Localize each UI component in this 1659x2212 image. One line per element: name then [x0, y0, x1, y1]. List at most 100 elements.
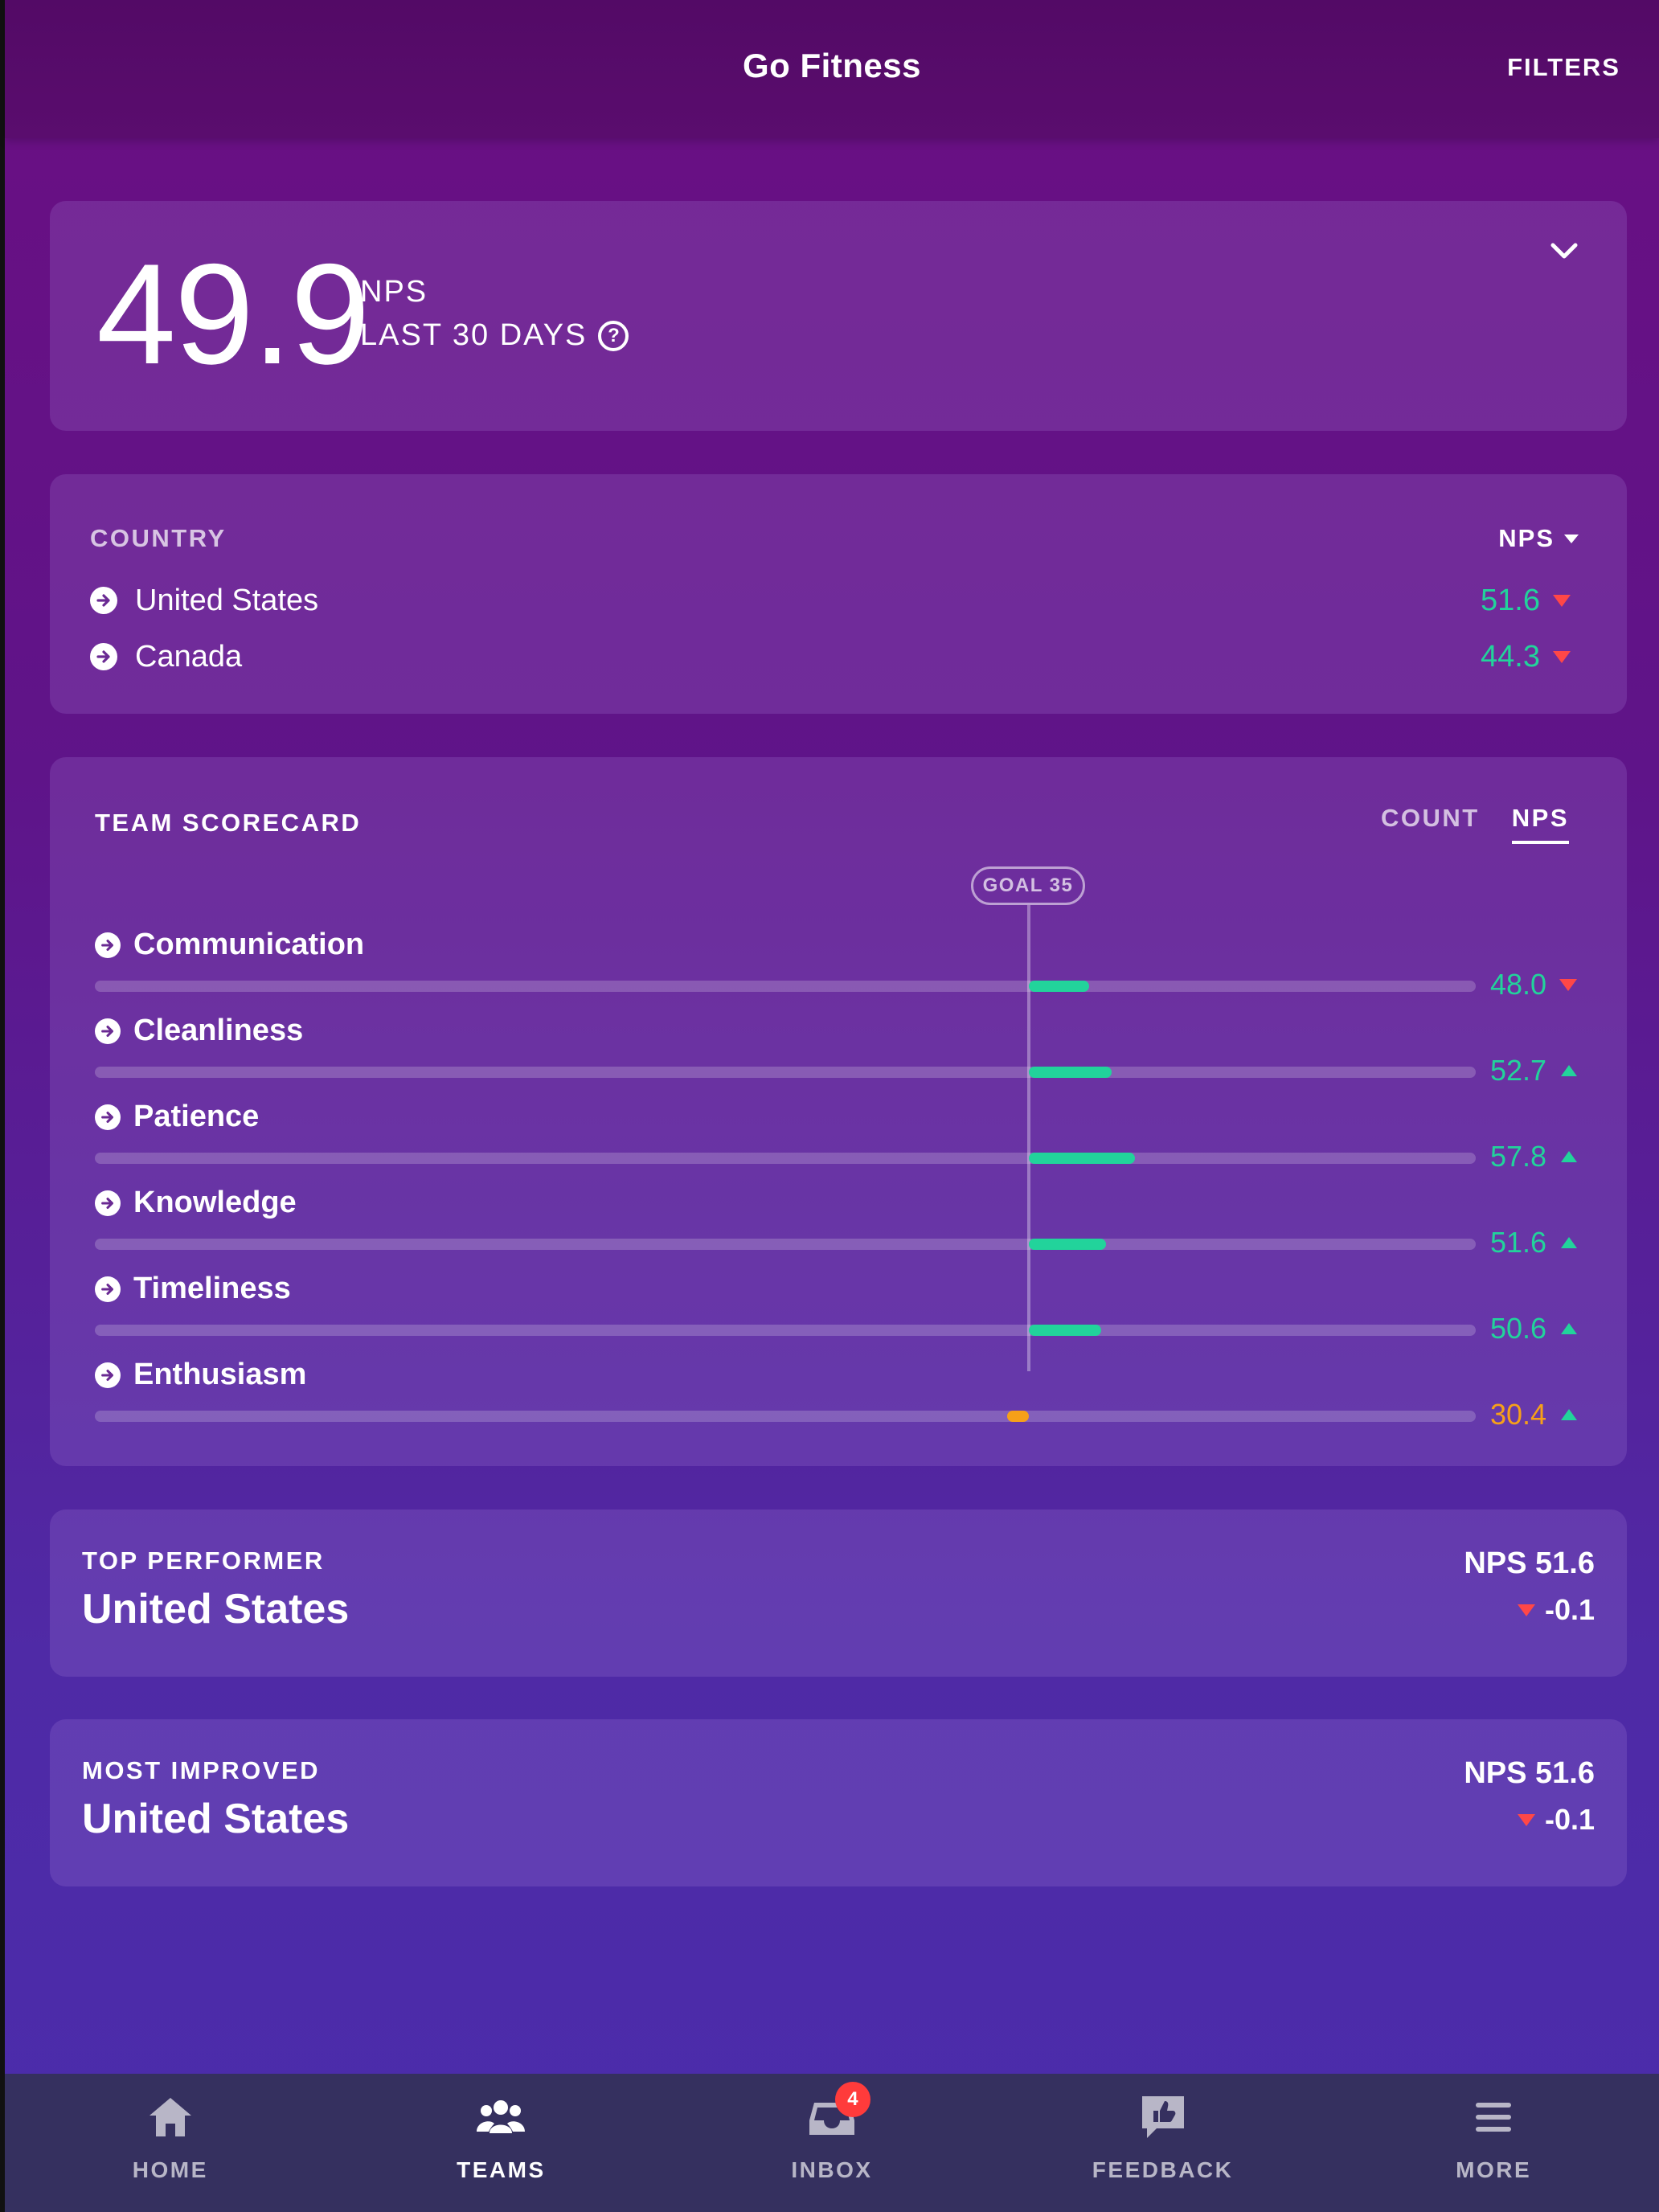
metric-nps: 51.6 [1490, 1226, 1547, 1259]
metric-bar-fill [1029, 1067, 1112, 1078]
arrow-right-circle-icon [90, 587, 117, 614]
metric-bar-fill [1029, 1153, 1136, 1164]
metric-value: 50.6 [1490, 1312, 1611, 1346]
trend-up-icon [1561, 1323, 1578, 1334]
top-performer-name: United States [82, 1586, 350, 1632]
bottom-navigation: HOME TEAMS 4 INBOX FEEDBACK MORE [5, 2074, 1659, 2212]
inbox-badge: 4 [834, 2082, 870, 2117]
trend-down-icon [1517, 1813, 1535, 1826]
trend-down-icon [1553, 650, 1571, 663]
country-row[interactable]: United States 51.6 [90, 580, 1571, 621]
nps-score: 49.9 [96, 234, 370, 394]
metric-bar-fill [1029, 1239, 1107, 1250]
metric-value: 30.4 [1490, 1398, 1611, 1432]
country-name: Canada [135, 639, 243, 674]
metric-label[interactable]: Knowledge [95, 1186, 297, 1220]
metric-bar-track [95, 1325, 1476, 1336]
scorecard-title: TEAM SCORECARD [95, 809, 362, 837]
metric-value: 52.7 [1490, 1054, 1611, 1088]
delta-value: -0.1 [1544, 1593, 1595, 1626]
metric-label[interactable]: Timeliness [95, 1272, 291, 1306]
nav-more[interactable]: MORE [1328, 2074, 1659, 2212]
tab-nps[interactable]: NPS [1511, 804, 1569, 844]
nav-label: MORE [1456, 2157, 1532, 2182]
filters-button[interactable]: FILTERS [1507, 53, 1620, 81]
top-performer-nps: NPS 51.6 [1464, 1546, 1595, 1580]
nav-feedback[interactable]: FEEDBACK [997, 2074, 1329, 2212]
sort-label: NPS [1498, 524, 1555, 552]
most-improved-card[interactable]: MOST IMPROVED United States NPS 51.6 -0.… [50, 1719, 1627, 1886]
metric-bar-fill [1029, 981, 1090, 992]
period-label: LAST 30 DAYS [360, 318, 588, 352]
caret-down-icon [1564, 534, 1579, 543]
home-icon [149, 2098, 191, 2136]
metric-label[interactable]: Enthusiasm [95, 1358, 306, 1392]
teams-icon [477, 2100, 526, 2133]
nav-label: INBOX [791, 2157, 873, 2182]
most-improved-delta: -0.1 [1517, 1803, 1595, 1837]
app-header: Go Fitness FILTERS [5, 0, 1659, 138]
metric-bar-track [95, 1067, 1476, 1078]
metric-bar-fill [1007, 1411, 1029, 1422]
metric-nps: 57.8 [1490, 1140, 1547, 1173]
trend-down-icon [1517, 1604, 1535, 1616]
app-title: Go Fitness [742, 47, 922, 84]
nav-home[interactable]: HOME [5, 2074, 336, 2212]
top-performer-label: TOP PERFORMER [82, 1546, 325, 1575]
arrow-right-circle-icon [95, 1018, 121, 1044]
metric-nps: 52.7 [1490, 1054, 1547, 1087]
top-performer-card[interactable]: TOP PERFORMER United States NPS 51.6 -0.… [50, 1509, 1627, 1677]
country-heading: COUNTRY [90, 524, 227, 552]
tab-count[interactable]: COUNT [1381, 804, 1480, 832]
nav-teams[interactable]: TEAMS [336, 2074, 667, 2212]
top-performer-delta: -0.1 [1517, 1593, 1595, 1627]
help-icon[interactable]: ? [598, 320, 629, 351]
scorecard-tabs: COUNT NPS [1381, 804, 1569, 844]
country-row[interactable]: Canada 44.3 [90, 637, 1571, 677]
trend-up-icon [1561, 1237, 1578, 1248]
goal-marker-label: GOAL 35 [971, 866, 1085, 905]
metric-label[interactable]: Communication [95, 928, 364, 962]
metric-nps: 50.6 [1490, 1312, 1547, 1345]
nps-metric-label: NPS [360, 275, 428, 309]
most-improved-name: United States [82, 1796, 350, 1842]
metric-bar-fill [1029, 1325, 1102, 1336]
metric-nps: 30.4 [1490, 1398, 1547, 1431]
country-name: United States [135, 583, 319, 617]
nps-sort-dropdown[interactable]: NPS [1498, 524, 1579, 553]
menu-icon [1476, 2103, 1512, 2132]
metric-name: Patience [133, 1100, 260, 1133]
goal-line [1027, 905, 1030, 1371]
arrow-right-circle-icon [95, 1276, 121, 1302]
metric-label[interactable]: Patience [95, 1100, 259, 1134]
metric-label[interactable]: Cleanliness [95, 1014, 303, 1048]
country-nps: 51.6 [1481, 583, 1540, 617]
country-card: COUNTRY NPS United States 51.6 Canada 44… [50, 474, 1627, 714]
metric-bar-track [95, 1239, 1476, 1250]
metric-value: 48.0 [1490, 968, 1611, 1002]
inbox-icon [809, 2103, 854, 2135]
nps-summary-card: 49.9 NPS LAST 30 DAYS ? [50, 201, 1627, 431]
arrow-right-circle-icon [90, 643, 117, 670]
trend-up-icon [1561, 1065, 1578, 1076]
chevron-down-icon[interactable] [1546, 233, 1582, 268]
trend-up-icon [1561, 1409, 1578, 1420]
trend-up-icon [1561, 1151, 1578, 1162]
metric-bar-track [95, 1411, 1476, 1422]
nav-label: FEEDBACK [1092, 2157, 1234, 2182]
metric-bar-track [95, 981, 1476, 992]
arrow-right-circle-icon [95, 1362, 121, 1388]
delta-value: -0.1 [1544, 1803, 1595, 1836]
metric-value: 51.6 [1490, 1226, 1611, 1260]
metric-name: Communication [133, 928, 365, 961]
country-nps: 44.3 [1481, 639, 1540, 674]
metric-value: 57.8 [1490, 1140, 1611, 1174]
arrow-right-circle-icon [95, 932, 121, 958]
nav-inbox[interactable]: 4 INBOX [666, 2074, 997, 2212]
nav-label: TEAMS [457, 2157, 546, 2182]
metric-name: Cleanliness [133, 1014, 304, 1047]
most-improved-label: MOST IMPROVED [82, 1756, 321, 1784]
metric-name: Knowledge [133, 1186, 297, 1219]
arrow-right-circle-icon [95, 1190, 121, 1216]
metric-name: Timeliness [133, 1272, 291, 1305]
